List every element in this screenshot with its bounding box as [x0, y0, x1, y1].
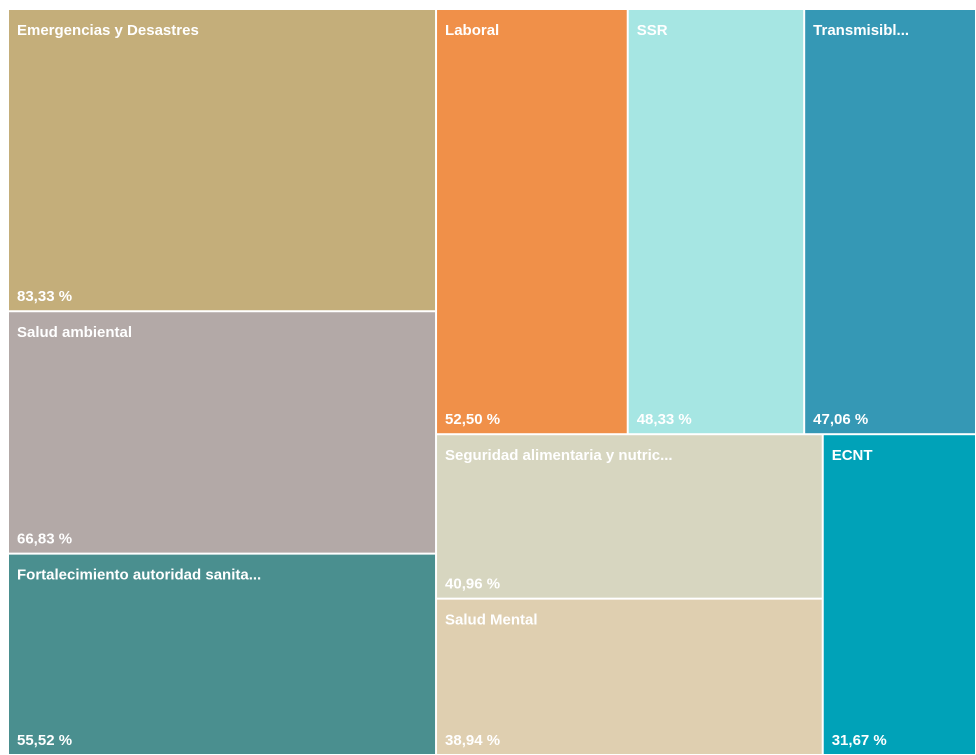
tile-value: 38,94 %	[445, 732, 500, 749]
tile	[805, 10, 975, 434]
tile-label: Emergencias y Desastres	[17, 22, 199, 39]
tile-label: Transmisibl...	[813, 22, 909, 39]
tile	[437, 599, 822, 754]
tile-value: 40,96 %	[445, 576, 500, 593]
tile	[9, 312, 436, 553]
tile-value: 66,83 %	[17, 531, 72, 548]
tile	[437, 435, 822, 598]
tile	[823, 435, 975, 754]
tile-label: Salud ambiental	[17, 324, 132, 341]
tile-value: 31,67 %	[832, 732, 887, 749]
tile-label: Laboral	[445, 22, 499, 39]
tile-value: 52,50 %	[445, 411, 500, 428]
tile-label: Salud Mental	[445, 612, 538, 629]
tile	[9, 554, 436, 754]
tile-label: ECNT	[832, 447, 873, 464]
tile	[437, 10, 627, 434]
tile-value: 47,06 %	[813, 411, 868, 428]
tile-value: 55,52 %	[17, 732, 72, 749]
tile	[628, 10, 804, 434]
tile-label: Fortalecimiento autoridad sanita...	[17, 567, 261, 584]
tile	[9, 10, 436, 311]
tile-value: 48,33 %	[637, 411, 692, 428]
tile-label: Seguridad alimentaria y nutric...	[445, 447, 673, 464]
tile-label: SSR	[637, 22, 668, 39]
tile-value: 83,33 %	[17, 288, 72, 305]
